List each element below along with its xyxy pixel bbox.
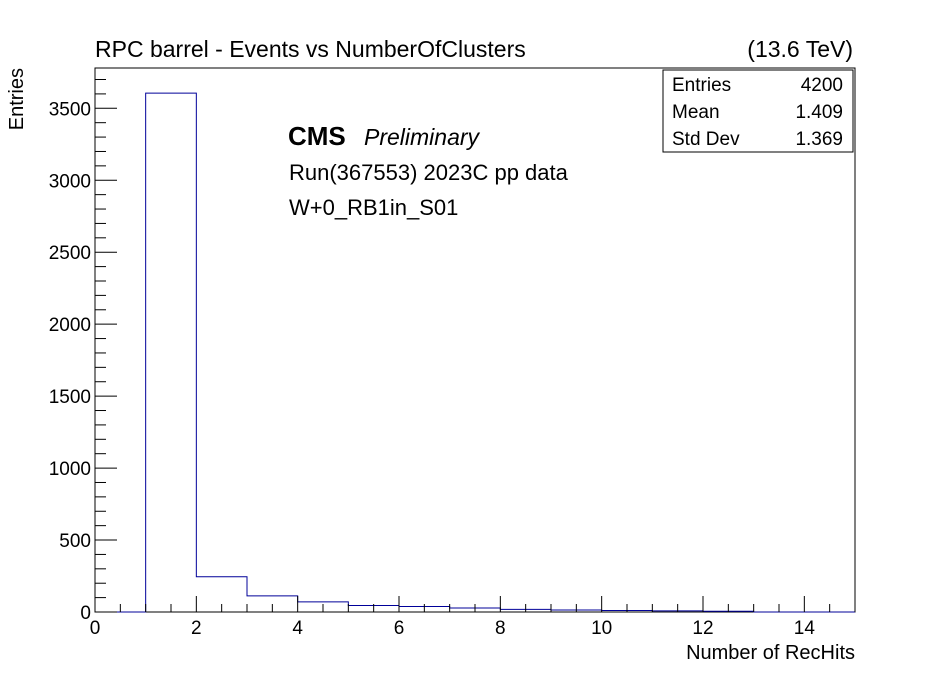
stats-entries-value: 4200 xyxy=(801,75,843,96)
y-tick-label: 2500 xyxy=(49,243,91,264)
y-tick-label: 1000 xyxy=(49,459,91,480)
y-axis-ticks: 0 500 1000 1500 2000 2500 3000 3500 xyxy=(49,79,117,624)
chamber-label: W+0_RB1in_S01 xyxy=(289,195,458,220)
stats-mean-value: 1.409 xyxy=(795,102,843,123)
y-axis-label: Entries xyxy=(6,68,28,130)
x-tick-label: 4 xyxy=(292,618,303,639)
y-tick-label: 3500 xyxy=(49,99,91,120)
chart-title: RPC barrel - Events vs NumberOfClusters xyxy=(95,36,526,62)
stats-entries-label: Entries xyxy=(672,75,731,96)
x-tick-label: 8 xyxy=(495,618,506,639)
stats-box: Entries 4200 Mean 1.409 Std Dev 1.369 xyxy=(662,69,854,153)
y-tick-label: 2000 xyxy=(49,315,91,336)
stats-stddev-value: 1.369 xyxy=(795,129,843,150)
x-tick-label: 14 xyxy=(794,618,816,639)
y-tick-label: 3000 xyxy=(49,171,91,192)
run-label: Run(367553) 2023C pp data xyxy=(289,160,569,185)
cms-label: CMS xyxy=(288,121,346,151)
x-axis-ticks: 0 2 4 6 8 10 12 14 xyxy=(90,596,856,639)
stats-box-frame xyxy=(662,69,854,153)
x-tick-label: 2 xyxy=(191,618,202,639)
preliminary-label: Preliminary xyxy=(364,124,481,150)
y-tick-label: 0 xyxy=(80,603,91,624)
stats-stddev-label: Std Dev xyxy=(672,129,740,150)
x-tick-label: 0 xyxy=(90,618,101,639)
x-tick-label: 6 xyxy=(394,618,405,639)
x-tick-label: 10 xyxy=(591,618,612,639)
y-tick-label: 1500 xyxy=(49,387,91,408)
stats-mean-label: Mean xyxy=(672,102,720,123)
energy-label: (13.6 TeV) xyxy=(747,36,853,62)
x-tick-label: 12 xyxy=(692,618,713,639)
y-tick-label: 500 xyxy=(59,531,91,552)
x-axis-label: Number of RecHits xyxy=(686,642,855,664)
